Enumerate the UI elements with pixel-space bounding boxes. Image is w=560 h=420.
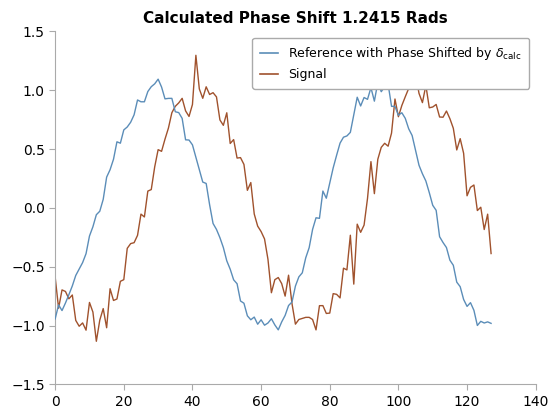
- Title: Calculated Phase Shift 1.2415 Rads: Calculated Phase Shift 1.2415 Rads: [143, 11, 448, 26]
- Legend: Reference with Phase Shifted by $\delta_\mathrm{calc}$, Signal: Reference with Phase Shifted by $\delta_…: [252, 38, 529, 89]
